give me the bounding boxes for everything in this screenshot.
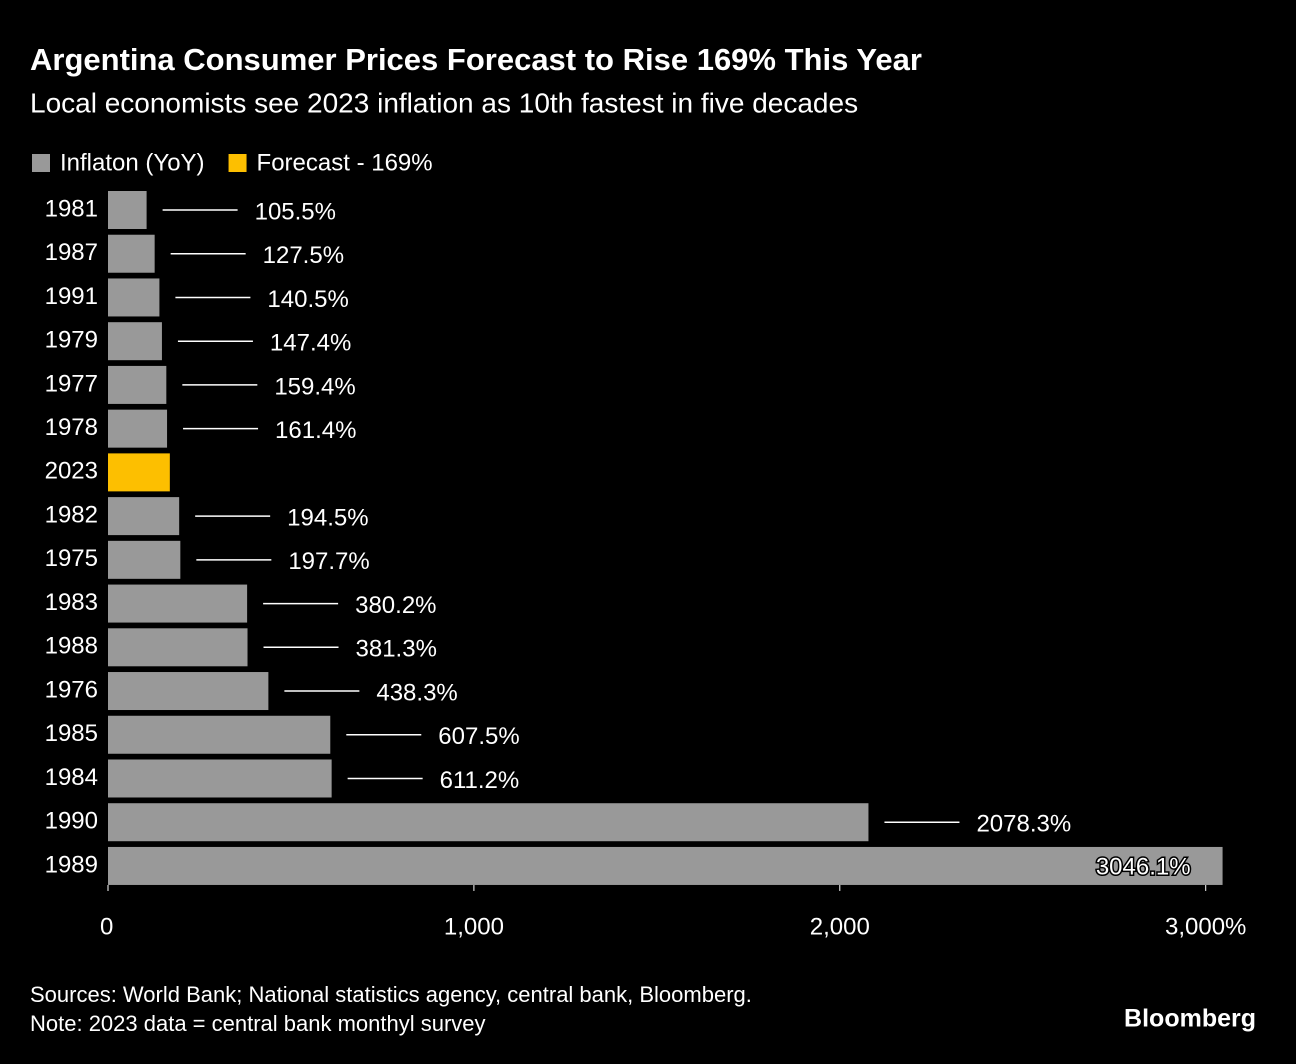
y-tick-label: 1987 <box>45 239 98 266</box>
y-tick-label: 1976 <box>45 676 98 703</box>
data-label: 607.5% <box>438 723 519 750</box>
y-tick-label: 1978 <box>45 414 98 441</box>
data-label: 2078.3% <box>976 811 1071 838</box>
x-tick-label: 0 <box>100 913 113 940</box>
bar <box>108 191 147 229</box>
data-label: 3046.1% <box>1096 853 1191 880</box>
chart-subtitle: Local economists see 2023 inflation as 1… <box>30 87 858 118</box>
bar <box>108 322 162 361</box>
bar <box>108 584 248 623</box>
data-label: 381.3% <box>356 636 437 663</box>
y-tick-label: 1977 <box>45 370 98 397</box>
data-label: 194.5% <box>287 504 368 531</box>
data-label: 140.5% <box>267 286 348 313</box>
data-label: 159.4% <box>274 373 355 400</box>
bar <box>108 672 269 711</box>
y-tick-label: 1981 <box>45 195 98 222</box>
x-tick-label: 1,000 <box>444 913 504 940</box>
bar <box>108 234 155 273</box>
legend-swatch <box>228 154 247 172</box>
data-label: 197.7% <box>288 548 369 575</box>
bar <box>108 803 869 842</box>
y-tick-label: 2023 <box>45 458 98 485</box>
data-label: 147.4% <box>270 330 351 357</box>
data-label: 161.4% <box>275 417 356 444</box>
bar <box>108 365 167 404</box>
bar <box>108 628 248 667</box>
data-label: 438.3% <box>376 679 457 706</box>
source: Sources: World Bank; National statistics… <box>30 982 752 1007</box>
data-label: 380.2% <box>355 592 436 619</box>
bar <box>108 453 170 492</box>
data-label: 127.5% <box>263 242 344 269</box>
x-tick-label: 2,000 <box>810 913 870 940</box>
brand-logo: Bloomberg <box>1124 1005 1256 1033</box>
y-tick-label: 1984 <box>45 764 98 791</box>
y-tick-label: 1982 <box>45 501 98 528</box>
y-tick-label: 1988 <box>45 633 98 660</box>
y-tick-label: 1975 <box>45 545 98 572</box>
bar <box>108 278 160 317</box>
bar <box>108 409 168 448</box>
y-tick-label: 1990 <box>45 808 98 835</box>
legend-swatch <box>32 154 50 172</box>
data-label: 611.2% <box>440 767 520 794</box>
x-tick-label: 3,000% <box>1165 913 1246 940</box>
y-tick-label: 1989 <box>45 851 98 878</box>
legend-label: Inflaton (YoY) <box>60 149 205 176</box>
legend-label: Forecast - 169% <box>257 149 433 176</box>
note: Note: 2023 data = central bank monthyl s… <box>30 1011 486 1036</box>
bar <box>108 715 331 754</box>
y-tick-label: 1979 <box>45 327 98 354</box>
y-tick-label: 1985 <box>45 720 98 747</box>
chart-title: Argentina Consumer Prices Forecast to Ri… <box>30 42 922 77</box>
y-tick-label: 1991 <box>45 283 98 310</box>
bar <box>108 540 181 579</box>
bar <box>108 759 332 798</box>
bar <box>108 846 1223 885</box>
bar <box>108 497 180 536</box>
y-tick-label: 1983 <box>45 589 98 616</box>
data-label: 105.5% <box>255 198 336 225</box>
